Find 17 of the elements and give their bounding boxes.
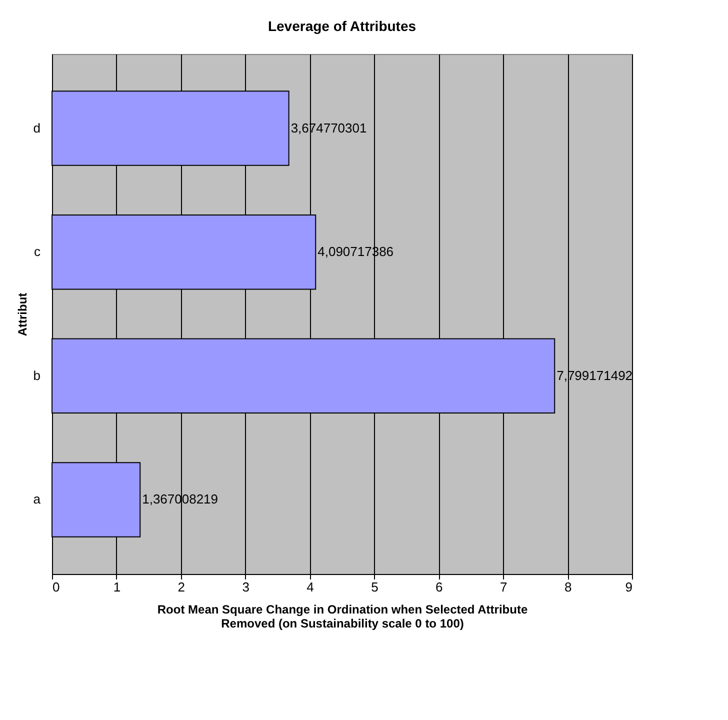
x-tick-label: 3 <box>242 580 250 594</box>
y-tick-label: a <box>33 492 42 507</box>
y-tick-label: b <box>33 368 40 383</box>
x-tick-label: 2 <box>178 580 186 594</box>
x-tick-label: 8 <box>564 580 572 594</box>
x-tick-label: 0 <box>52 580 60 594</box>
x-axis-title: Root Mean Square Change in Ordination when Selected Attribute Removed (on Sustainability scale 0 to 100) <box>157 602 528 630</box>
y-tick-label: c <box>34 244 41 260</box>
x-tick-label: 7 <box>500 580 508 594</box>
chart-title: Leverage of Attributes <box>268 18 416 34</box>
y-tick-label: d <box>33 120 40 136</box>
x-tick-label: 6 <box>436 580 443 594</box>
x-tick-label: 1 <box>113 580 121 594</box>
x-tick-label: 4 <box>306 580 314 594</box>
y-axis-title: Attribut <box>15 292 30 336</box>
x-tick-label: 9 <box>625 580 632 594</box>
x-tick-label: 5 <box>371 580 378 594</box>
